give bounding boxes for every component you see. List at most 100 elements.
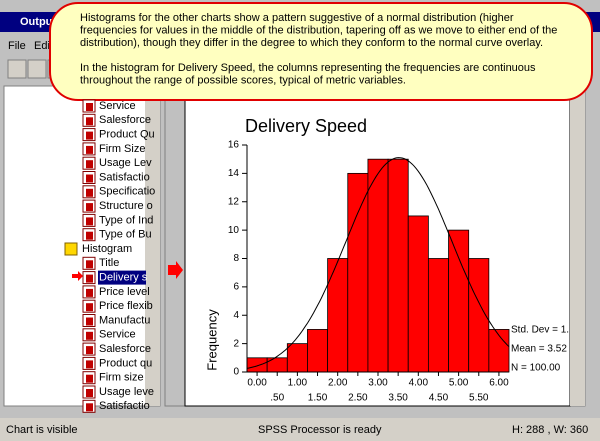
tree-scrollbar[interactable] (145, 86, 160, 406)
content-scrollbar[interactable] (570, 86, 585, 406)
tree-item[interactable]: Delivery s (99, 272, 148, 284)
tree-item[interactable]: Service (99, 329, 136, 341)
x-tick-label: 0.00 (247, 378, 267, 389)
status-bar (0, 418, 600, 441)
stat-label: Mean = 3.52 (511, 344, 567, 355)
tree-icon (86, 374, 93, 383)
toolbar-button[interactable] (7, 59, 27, 79)
x-tick-label: 3.50 (388, 393, 408, 404)
tree-icon (86, 360, 93, 369)
bar (307, 329, 329, 373)
y-tick-label: 8 (233, 253, 239, 264)
status-text: Chart is visible (6, 424, 78, 436)
tree-item[interactable]: Structure o (99, 200, 153, 212)
tree-item[interactable]: Salesforce (99, 114, 151, 126)
x-tick-label: 6.00 (489, 378, 509, 389)
tree-icon (86, 145, 93, 154)
tree-icon (86, 117, 93, 126)
x-tick-label: 1.00 (288, 378, 308, 389)
tree-icon (86, 160, 93, 169)
tree-item[interactable]: Specificatio (99, 186, 155, 198)
x-tick-label: 3.00 (368, 378, 388, 389)
toolbar-button[interactable] (27, 59, 47, 79)
tree-item[interactable]: Satisfactio (99, 400, 150, 412)
tree-node[interactable]: Histogram (82, 243, 132, 255)
x-tick-label: 4.50 (429, 393, 449, 404)
y-tick-label: 14 (228, 168, 240, 179)
tree-item[interactable]: Usage leve (99, 386, 154, 398)
bar (448, 229, 470, 373)
tree-item[interactable]: Satisfactio (99, 171, 150, 183)
x-tick-label: .50 (270, 393, 284, 404)
tree-arrow (72, 271, 83, 281)
tree-icon (86, 317, 93, 326)
tree-icon (86, 260, 93, 269)
bar (286, 343, 308, 373)
x-tick-label: 4.00 (409, 378, 429, 389)
tree-item[interactable]: Manufactu (99, 314, 150, 326)
normal-curve (246, 157, 510, 369)
x-tick-label: 1.50 (308, 393, 328, 404)
x-tick-label: 5.00 (449, 378, 469, 389)
bar (367, 158, 389, 373)
tree-icon (86, 203, 93, 212)
tree-icon (86, 346, 93, 355)
tree-pane (3, 85, 161, 407)
tree-item[interactable]: Product qu (99, 357, 152, 369)
tree-item[interactable]: Price level (99, 286, 150, 298)
y-tick-label: 12 (228, 196, 240, 207)
tree-item[interactable]: Firm Size (99, 143, 145, 155)
y-tick-label: 2 (233, 338, 239, 349)
tree-item[interactable]: Price flexib (99, 300, 153, 312)
tree-item[interactable]: Product Qu (99, 129, 155, 141)
stat-label: N = 100.00 (511, 363, 561, 374)
tree-item[interactable]: Firm size (99, 372, 144, 384)
tree-item[interactable]: Title (99, 257, 119, 269)
bar (246, 357, 268, 373)
x-tick-label: 2.50 (348, 393, 368, 404)
bar (427, 258, 449, 373)
callout-text: In the histogram for Delivery Speed, the… (80, 62, 536, 74)
pointer-arrow (168, 261, 183, 279)
y-tick-label: 0 (233, 367, 239, 378)
menu-item[interactable]: File (8, 40, 26, 52)
chart-title: Delivery Speed (245, 116, 367, 136)
menu-item[interactable]: Edit (34, 40, 53, 52)
x-tick-label: 5.50 (469, 393, 489, 404)
tree-item[interactable]: Usage Lev (99, 157, 152, 169)
tree-icon (86, 103, 93, 111)
tree-icon (86, 331, 93, 340)
status-text: SPSS Processor is ready (258, 424, 382, 436)
tree-icon (86, 231, 93, 240)
tree-item[interactable]: Type of Bu (99, 229, 152, 241)
tree-icon (86, 389, 93, 397)
y-tick-label: 6 (233, 282, 239, 293)
y-tick-label: 16 (228, 140, 240, 151)
tree-icon (86, 288, 93, 297)
tree-item[interactable]: Type of Ind (99, 214, 153, 226)
x-tick-label: 2.00 (328, 378, 348, 389)
tree-icon (86, 274, 93, 283)
bar (347, 172, 369, 373)
tree-icon (86, 303, 93, 312)
bar (266, 357, 288, 373)
callout-text: throughout the range of possible scores,… (80, 74, 406, 86)
tree-selection (98, 270, 146, 285)
stat-label: Std. Dev = 1.32 (511, 325, 581, 336)
callout-text: Histograms for the other charts show a p… (80, 12, 514, 24)
y-axis-label: Frequency (204, 309, 219, 371)
bar (407, 215, 429, 373)
tree-icon (86, 174, 93, 183)
status-text: H: 288 , W: 360 (512, 424, 588, 436)
tree-item[interactable]: Salesforce (99, 343, 151, 355)
tree-item[interactable]: Service (99, 100, 136, 112)
callout-text: distribution), though they differ in the… (80, 37, 543, 49)
bar (327, 258, 349, 373)
tree-icon (86, 217, 93, 226)
tree-icon (86, 188, 93, 197)
tree-icon (86, 131, 93, 140)
y-tick-label: 10 (228, 225, 240, 236)
y-tick-label: 4 (233, 310, 239, 321)
tree-node-icon (64, 242, 78, 256)
